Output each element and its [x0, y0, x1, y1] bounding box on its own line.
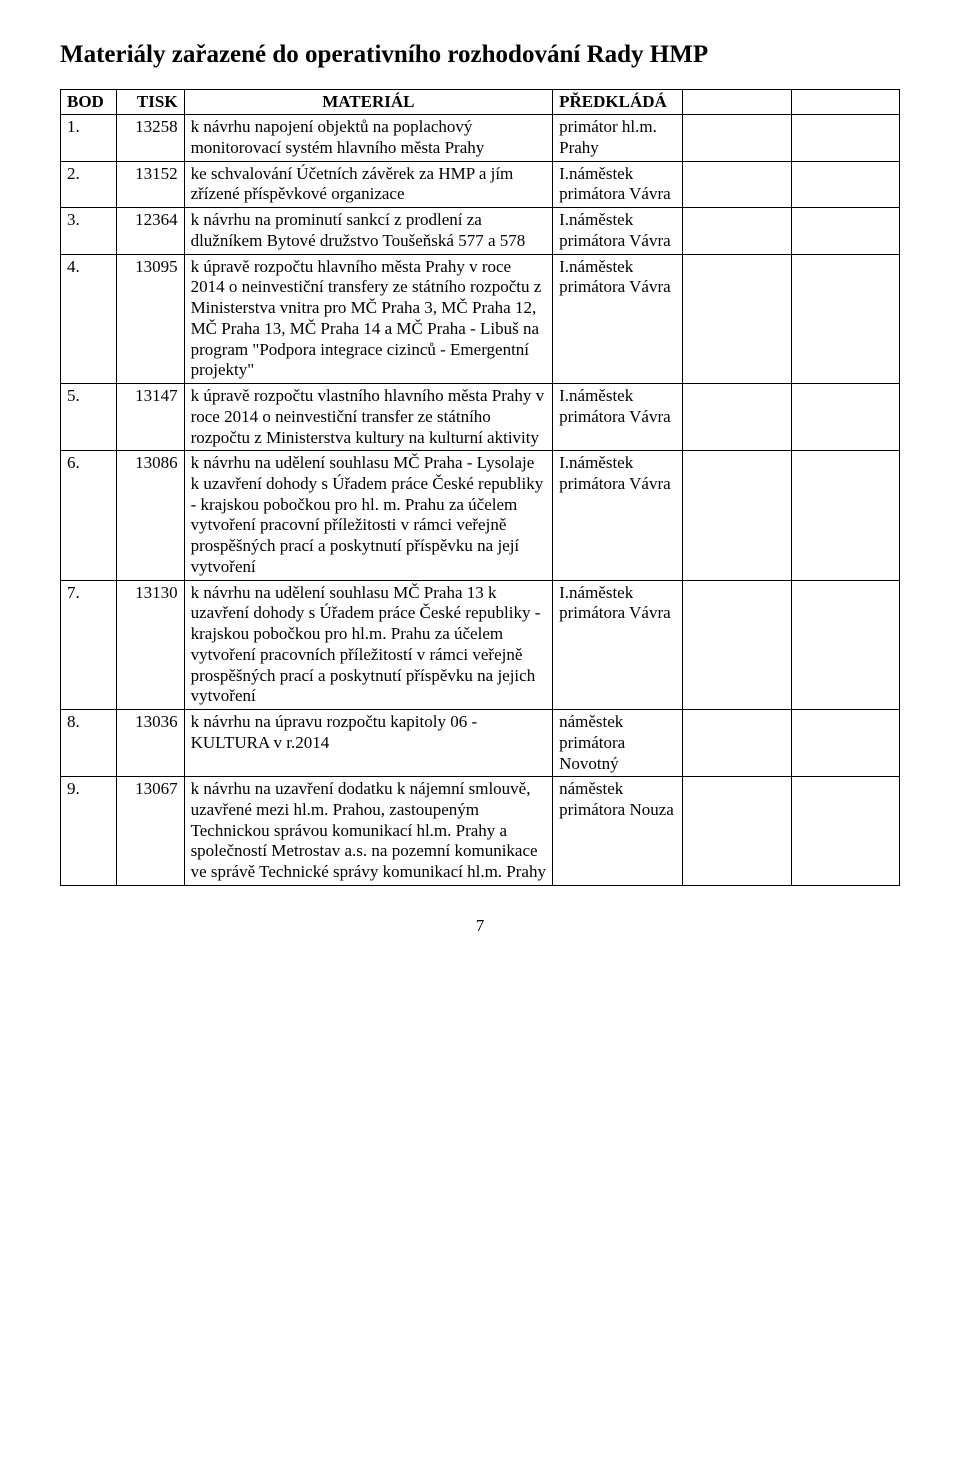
table-row: 8. 13036 k návrhu na úpravu rozpočtu kap… [61, 710, 900, 777]
cell-empty1 [683, 208, 791, 254]
cell-empty1 [683, 710, 791, 777]
cell-material: ke schvalování Účetních závěrek za HMP a… [184, 161, 553, 207]
cell-material: k návrhu napojení objektů na poplachový … [184, 115, 553, 161]
cell-predklada: náměstek primátora Novotný [553, 710, 683, 777]
page: Materiály zařazené do operativního rozho… [0, 0, 960, 987]
table-row: 9. 13067 k návrhu na uzavření dodatku k … [61, 777, 900, 886]
cell-material: k návrhu na udělení souhlasu MČ Praha 13… [184, 580, 553, 709]
cell-empty1 [683, 161, 791, 207]
cell-bod: 4. [61, 254, 117, 383]
cell-empty2 [791, 710, 899, 777]
table-row: 4. 13095 k úpravě rozpočtu hlavního měst… [61, 254, 900, 383]
col-header-material: MATERIÁL [184, 89, 553, 115]
cell-predklada: I.náměstek primátora Vávra [553, 161, 683, 207]
col-header-empty1 [683, 89, 791, 115]
cell-bod: 9. [61, 777, 117, 886]
cell-material: k úpravě rozpočtu vlastního hlavního měs… [184, 384, 553, 451]
cell-predklada: náměstek primátora Nouza [553, 777, 683, 886]
cell-tisk: 13086 [117, 451, 184, 580]
cell-material: k návrhu na uzavření dodatku k nájemní s… [184, 777, 553, 886]
cell-material: k návrhu na prominutí sankcí z prodlení … [184, 208, 553, 254]
cell-tisk: 12364 [117, 208, 184, 254]
cell-predklada: I.náměstek primátora Vávra [553, 580, 683, 709]
table-row: 2. 13152 ke schvalování Účetních závěrek… [61, 161, 900, 207]
cell-bod: 8. [61, 710, 117, 777]
cell-empty2 [791, 580, 899, 709]
cell-empty2 [791, 384, 899, 451]
table-row: 6. 13086 k návrhu na udělení souhlasu MČ… [61, 451, 900, 580]
cell-empty2 [791, 777, 899, 886]
cell-tisk: 13130 [117, 580, 184, 709]
cell-empty1 [683, 115, 791, 161]
cell-material: k návrhu na úpravu rozpočtu kapitoly 06 … [184, 710, 553, 777]
cell-empty2 [791, 451, 899, 580]
cell-bod: 3. [61, 208, 117, 254]
materials-table: BOD TISK MATERIÁL PŘEDKLÁDÁ 1. 13258 k n… [60, 89, 900, 886]
cell-empty1 [683, 254, 791, 383]
cell-predklada: I.náměstek primátora Vávra [553, 254, 683, 383]
col-header-predklada: PŘEDKLÁDÁ [553, 89, 683, 115]
cell-tisk: 13152 [117, 161, 184, 207]
cell-bod: 2. [61, 161, 117, 207]
cell-empty2 [791, 115, 899, 161]
cell-empty1 [683, 451, 791, 580]
table-row: 5. 13147 k úpravě rozpočtu vlastního hla… [61, 384, 900, 451]
cell-tisk: 13147 [117, 384, 184, 451]
cell-material: k návrhu na udělení souhlasu MČ Praha - … [184, 451, 553, 580]
cell-material: k úpravě rozpočtu hlavního města Prahy v… [184, 254, 553, 383]
cell-bod: 6. [61, 451, 117, 580]
page-number: 7 [60, 916, 900, 937]
col-header-empty2 [791, 89, 899, 115]
cell-empty2 [791, 254, 899, 383]
cell-tisk: 13067 [117, 777, 184, 886]
cell-bod: 5. [61, 384, 117, 451]
cell-empty1 [683, 384, 791, 451]
cell-tisk: 13036 [117, 710, 184, 777]
cell-predklada: I.náměstek primátora Vávra [553, 384, 683, 451]
table-header-row: BOD TISK MATERIÁL PŘEDKLÁDÁ [61, 89, 900, 115]
cell-predklada: I.náměstek primátora Vávra [553, 451, 683, 580]
cell-tisk: 13258 [117, 115, 184, 161]
cell-bod: 1. [61, 115, 117, 161]
page-title: Materiály zařazené do operativního rozho… [60, 40, 900, 71]
table-row: 3. 12364 k návrhu na prominutí sankcí z … [61, 208, 900, 254]
col-header-tisk: TISK [117, 89, 184, 115]
cell-empty2 [791, 161, 899, 207]
cell-empty1 [683, 580, 791, 709]
table-row: 1. 13258 k návrhu napojení objektů na po… [61, 115, 900, 161]
cell-bod: 7. [61, 580, 117, 709]
col-header-bod: BOD [61, 89, 117, 115]
cell-empty1 [683, 777, 791, 886]
cell-tisk: 13095 [117, 254, 184, 383]
cell-predklada: primátor hl.m. Prahy [553, 115, 683, 161]
cell-predklada: I.náměstek primátora Vávra [553, 208, 683, 254]
cell-empty2 [791, 208, 899, 254]
table-row: 7. 13130 k návrhu na udělení souhlasu MČ… [61, 580, 900, 709]
